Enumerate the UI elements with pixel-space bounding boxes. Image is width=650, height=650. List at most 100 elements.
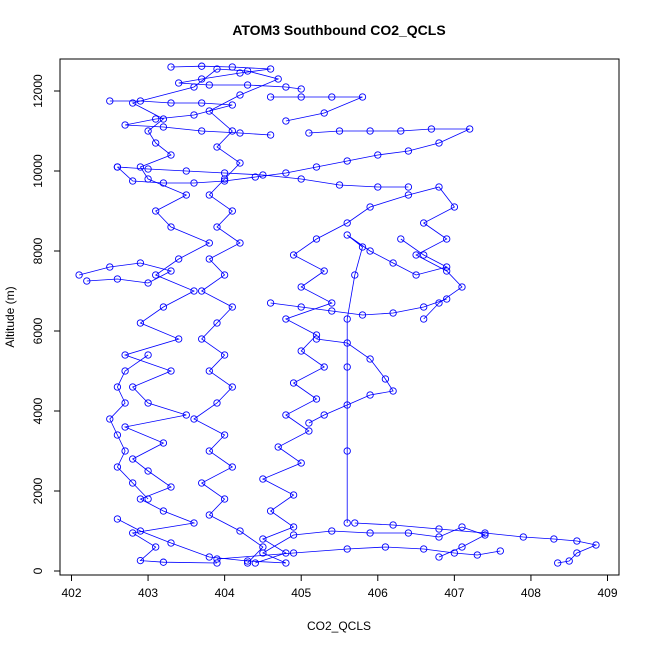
- data-point: [113, 463, 122, 471]
- data-point: [213, 223, 221, 231]
- data-point: [228, 207, 236, 215]
- data-point: [175, 255, 183, 263]
- data-point: [159, 179, 168, 187]
- y-tick-label: 12000: [31, 74, 45, 108]
- x-axis-label: CO2_QCLS: [307, 619, 371, 633]
- data-point: [550, 535, 558, 543]
- data-point: [144, 279, 152, 287]
- data-point: [573, 549, 581, 557]
- data-point: [297, 347, 305, 355]
- data-point: [251, 559, 259, 567]
- data-point: [519, 533, 527, 541]
- data-point: [297, 283, 305, 291]
- data-point: [328, 93, 336, 101]
- data-point: [282, 411, 290, 419]
- y-tick-label: 8000: [31, 237, 45, 264]
- data-point: [213, 319, 221, 327]
- data-point: [259, 171, 267, 179]
- data-point: [259, 549, 267, 557]
- data-point: [381, 543, 390, 551]
- data-point: [243, 557, 252, 565]
- data-point: [389, 521, 397, 529]
- chart-title: ATOM3 Southbound CO2_QCLS: [232, 22, 445, 38]
- data-point: [228, 101, 236, 109]
- data-point: [205, 553, 213, 561]
- data-point: [113, 163, 122, 171]
- data-point: [458, 543, 466, 551]
- data-point: [289, 531, 298, 539]
- data-point: [205, 447, 213, 455]
- data-point: [335, 181, 344, 189]
- data-point: [351, 271, 359, 279]
- data-point: [435, 525, 443, 533]
- data-point: [343, 401, 351, 409]
- data-point: [450, 549, 459, 557]
- data-point: [282, 83, 290, 91]
- data-point: [266, 93, 275, 101]
- series-6: [113, 163, 413, 191]
- data-point: [389, 309, 397, 317]
- data-point: [167, 539, 175, 547]
- data-point: [435, 533, 443, 541]
- data-point: [159, 558, 168, 566]
- data-point: [420, 303, 428, 311]
- data-point: [121, 367, 129, 375]
- data-point: [458, 523, 466, 531]
- series-5: [106, 97, 275, 139]
- data-point: [182, 167, 190, 175]
- data-point: [106, 415, 114, 423]
- data-point: [259, 475, 267, 483]
- data-point: [366, 391, 374, 399]
- data-point: [228, 463, 236, 471]
- data-point: [121, 399, 129, 407]
- data-point: [343, 219, 351, 227]
- data-point: [343, 315, 351, 323]
- data-point: [289, 523, 298, 531]
- series-2: [113, 125, 474, 187]
- data-point: [328, 527, 336, 535]
- data-point: [136, 527, 145, 535]
- data-point: [397, 235, 405, 243]
- data-point: [190, 287, 198, 295]
- data-point: [481, 529, 489, 537]
- data-point: [167, 367, 175, 375]
- x-tick-label: 404: [215, 586, 235, 600]
- data-point: [343, 519, 351, 527]
- series-line: [117, 518, 487, 564]
- data-point: [213, 555, 221, 563]
- series-line: [170, 65, 302, 90]
- data-point: [554, 559, 562, 567]
- data-point: [328, 299, 336, 307]
- data-point: [152, 115, 160, 123]
- data-point: [297, 93, 305, 101]
- data-point: [167, 483, 175, 491]
- data-point: [75, 271, 83, 279]
- data-point: [144, 399, 152, 407]
- data-point: [106, 97, 114, 105]
- data-point: [190, 415, 198, 423]
- series-7: [75, 259, 175, 287]
- data-point: [136, 163, 145, 171]
- data-point: [473, 551, 481, 559]
- x-tick-label: 408: [521, 586, 541, 600]
- data-point: [282, 169, 290, 177]
- data-point: [167, 151, 175, 159]
- series-line: [216, 546, 501, 560]
- data-point: [129, 177, 137, 185]
- x-tick-label: 405: [291, 586, 311, 600]
- data-point: [205, 511, 213, 519]
- data-point: [113, 515, 122, 523]
- data-point: [121, 423, 129, 431]
- data-point: [443, 235, 451, 243]
- y-tick-label: 6000: [31, 317, 45, 344]
- data-point: [136, 495, 145, 503]
- data-point: [205, 367, 213, 375]
- data-point: [266, 131, 275, 139]
- series-1: [251, 183, 466, 567]
- data-point: [343, 231, 351, 239]
- data-point: [144, 351, 152, 359]
- series-line: [354, 522, 598, 564]
- data-point: [289, 251, 298, 259]
- data-point: [420, 251, 428, 259]
- data-point: [167, 63, 175, 71]
